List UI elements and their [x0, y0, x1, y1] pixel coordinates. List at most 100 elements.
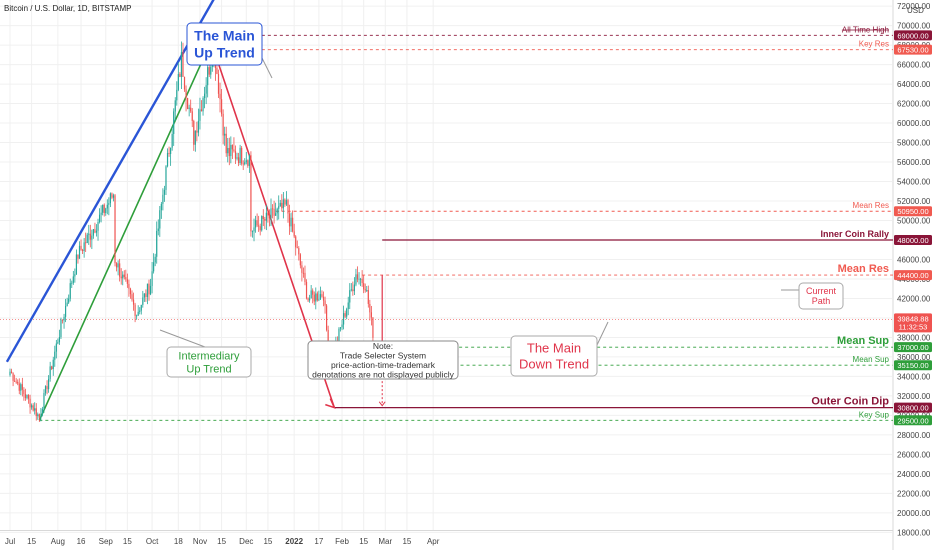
- candle-body: [310, 290, 312, 299]
- candle-body: [46, 386, 48, 390]
- candle-body: [142, 297, 144, 305]
- callout-tail: [261, 57, 273, 79]
- candle-body: [139, 310, 141, 312]
- candle-body: [23, 389, 25, 395]
- level-badge: [894, 234, 932, 245]
- candle-body: [29, 398, 31, 408]
- candle-body: [89, 233, 91, 240]
- candle-body: [318, 299, 320, 301]
- candle-body: [146, 283, 149, 297]
- candle-body: [136, 315, 138, 317]
- candle-body: [296, 247, 298, 249]
- candle-body: [248, 155, 250, 166]
- candle-body: [200, 109, 203, 112]
- candle-body: [355, 274, 357, 285]
- candle-body: [225, 133, 227, 154]
- y-tick-label: 34000.00: [897, 372, 931, 381]
- candle-body: [319, 294, 322, 300]
- candle-body: [250, 155, 252, 232]
- x-tick-label: 15: [217, 537, 226, 546]
- candle-body: [321, 294, 323, 297]
- candle-body: [271, 208, 274, 210]
- candle-body: [51, 366, 53, 369]
- candle-body: [78, 245, 81, 259]
- candle-body: [342, 313, 345, 325]
- y-tick-label: 50000.00: [897, 217, 931, 226]
- candle-body: [341, 324, 343, 328]
- y-tick-label: 72000.00: [897, 2, 931, 11]
- candle-body: [49, 366, 51, 379]
- candle-body: [131, 294, 133, 300]
- candle-body: [231, 144, 233, 150]
- candle-body: [88, 233, 90, 235]
- candle-body: [281, 202, 283, 209]
- candle-body: [40, 414, 42, 418]
- y-tick-label: 46000.00: [897, 255, 931, 264]
- callout-text: Current: [806, 286, 837, 296]
- candle-body: [247, 160, 249, 166]
- candle-body: [163, 189, 166, 195]
- candle-body: [48, 378, 50, 390]
- candle-body: [361, 278, 363, 284]
- candle-body: [74, 274, 76, 277]
- candle-body: [72, 276, 74, 283]
- candle-body: [132, 299, 135, 305]
- candle-body: [112, 195, 115, 198]
- candle-body: [194, 130, 196, 145]
- candle-body: [145, 293, 147, 297]
- candle-body: [267, 212, 269, 216]
- level-badge: [894, 30, 932, 41]
- candle-body: [165, 166, 167, 190]
- candle-body: [157, 228, 159, 231]
- candle-body: [299, 254, 301, 266]
- level-badge: [894, 402, 932, 413]
- x-tick-label: Feb: [335, 537, 349, 546]
- arrow-head-down: [325, 398, 336, 409]
- candle-body: [100, 212, 102, 215]
- candle-body: [187, 98, 189, 109]
- candle-body: [196, 130, 198, 133]
- candle-body: [208, 67, 210, 75]
- y-tick-label: 70000.00: [897, 22, 931, 31]
- candle-body: [119, 263, 121, 277]
- y-tick-label: 26000.00: [897, 450, 931, 459]
- candle-body: [217, 74, 220, 94]
- candle-body: [111, 193, 113, 198]
- countdown-text: 11:32:53: [899, 322, 928, 331]
- x-tick-label: Jul: [5, 537, 15, 546]
- candle-body: [230, 144, 232, 157]
- candle-body: [41, 409, 44, 415]
- candle-body: [102, 204, 104, 213]
- candle-body: [261, 216, 263, 231]
- candle-body: [253, 227, 255, 232]
- candle-body: [219, 93, 221, 100]
- candle-body: [105, 208, 107, 214]
- candle-body: [358, 278, 360, 280]
- candle-body: [295, 236, 297, 248]
- callout-text: Down Trend: [519, 357, 589, 372]
- y-tick-label: 24000.00: [897, 470, 931, 479]
- candle-body: [174, 100, 176, 112]
- trendline-intermediary-up: [38, 35, 215, 421]
- candle-body: [183, 76, 186, 90]
- candle-body: [20, 384, 22, 391]
- candle-body: [148, 283, 150, 295]
- x-tick-label: Sep: [99, 537, 114, 546]
- callout-tail: [159, 329, 206, 348]
- candle-body: [190, 107, 192, 112]
- candle-body: [75, 254, 78, 275]
- candle-body: [94, 229, 96, 233]
- candle-body: [276, 208, 278, 214]
- candle-body: [288, 213, 291, 227]
- candle-body: [117, 263, 119, 268]
- candle-body: [35, 408, 37, 417]
- candle-body: [125, 277, 127, 280]
- level-badge: [894, 342, 932, 353]
- callout-text: Up Trend: [194, 45, 255, 61]
- candle-body: [245, 160, 247, 163]
- candle-body: [182, 52, 184, 77]
- level-badge-text: 48000.00: [897, 236, 928, 245]
- candle-body: [21, 384, 23, 390]
